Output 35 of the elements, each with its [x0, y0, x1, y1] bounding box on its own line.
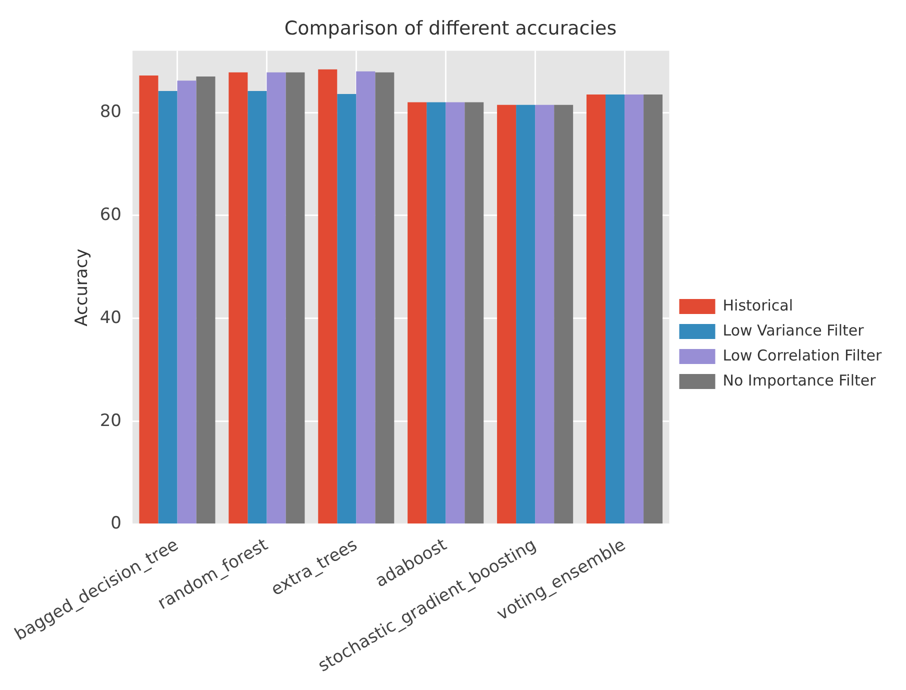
legend-label: Low Variance Filter	[722, 321, 865, 340]
bar	[286, 72, 305, 524]
y-axis-title: Accuracy	[72, 248, 92, 326]
bar	[464, 102, 484, 524]
bar	[497, 104, 516, 524]
bar	[158, 90, 178, 524]
y-tick-label: 20	[100, 410, 122, 431]
bar	[516, 104, 536, 524]
bar	[644, 94, 663, 524]
bar	[139, 76, 158, 524]
bar	[426, 102, 446, 524]
bar	[228, 72, 248, 524]
y-tick-label: 40	[100, 308, 122, 328]
bar	[535, 104, 554, 524]
bar	[606, 94, 625, 524]
bar	[446, 102, 465, 524]
y-tick-label: 80	[100, 102, 122, 122]
bar	[356, 71, 376, 524]
bar	[266, 72, 286, 524]
bar	[337, 94, 356, 524]
y-tick-label: 60	[100, 204, 122, 225]
legend-label: Low Correlation Filter	[722, 346, 883, 364]
legend-label: Historical	[722, 296, 794, 314]
y-tick-label: 0	[110, 514, 122, 534]
legend-label: No Importance Filter	[722, 371, 877, 390]
bar	[196, 76, 216, 524]
bar	[554, 104, 574, 524]
bar	[318, 69, 338, 524]
bar	[408, 102, 427, 524]
bar	[586, 94, 606, 524]
bar	[375, 72, 394, 524]
chart-title: Comparison of different accuracies	[284, 17, 617, 40]
bar	[624, 94, 644, 524]
bar	[248, 90, 267, 524]
bar	[177, 80, 196, 524]
